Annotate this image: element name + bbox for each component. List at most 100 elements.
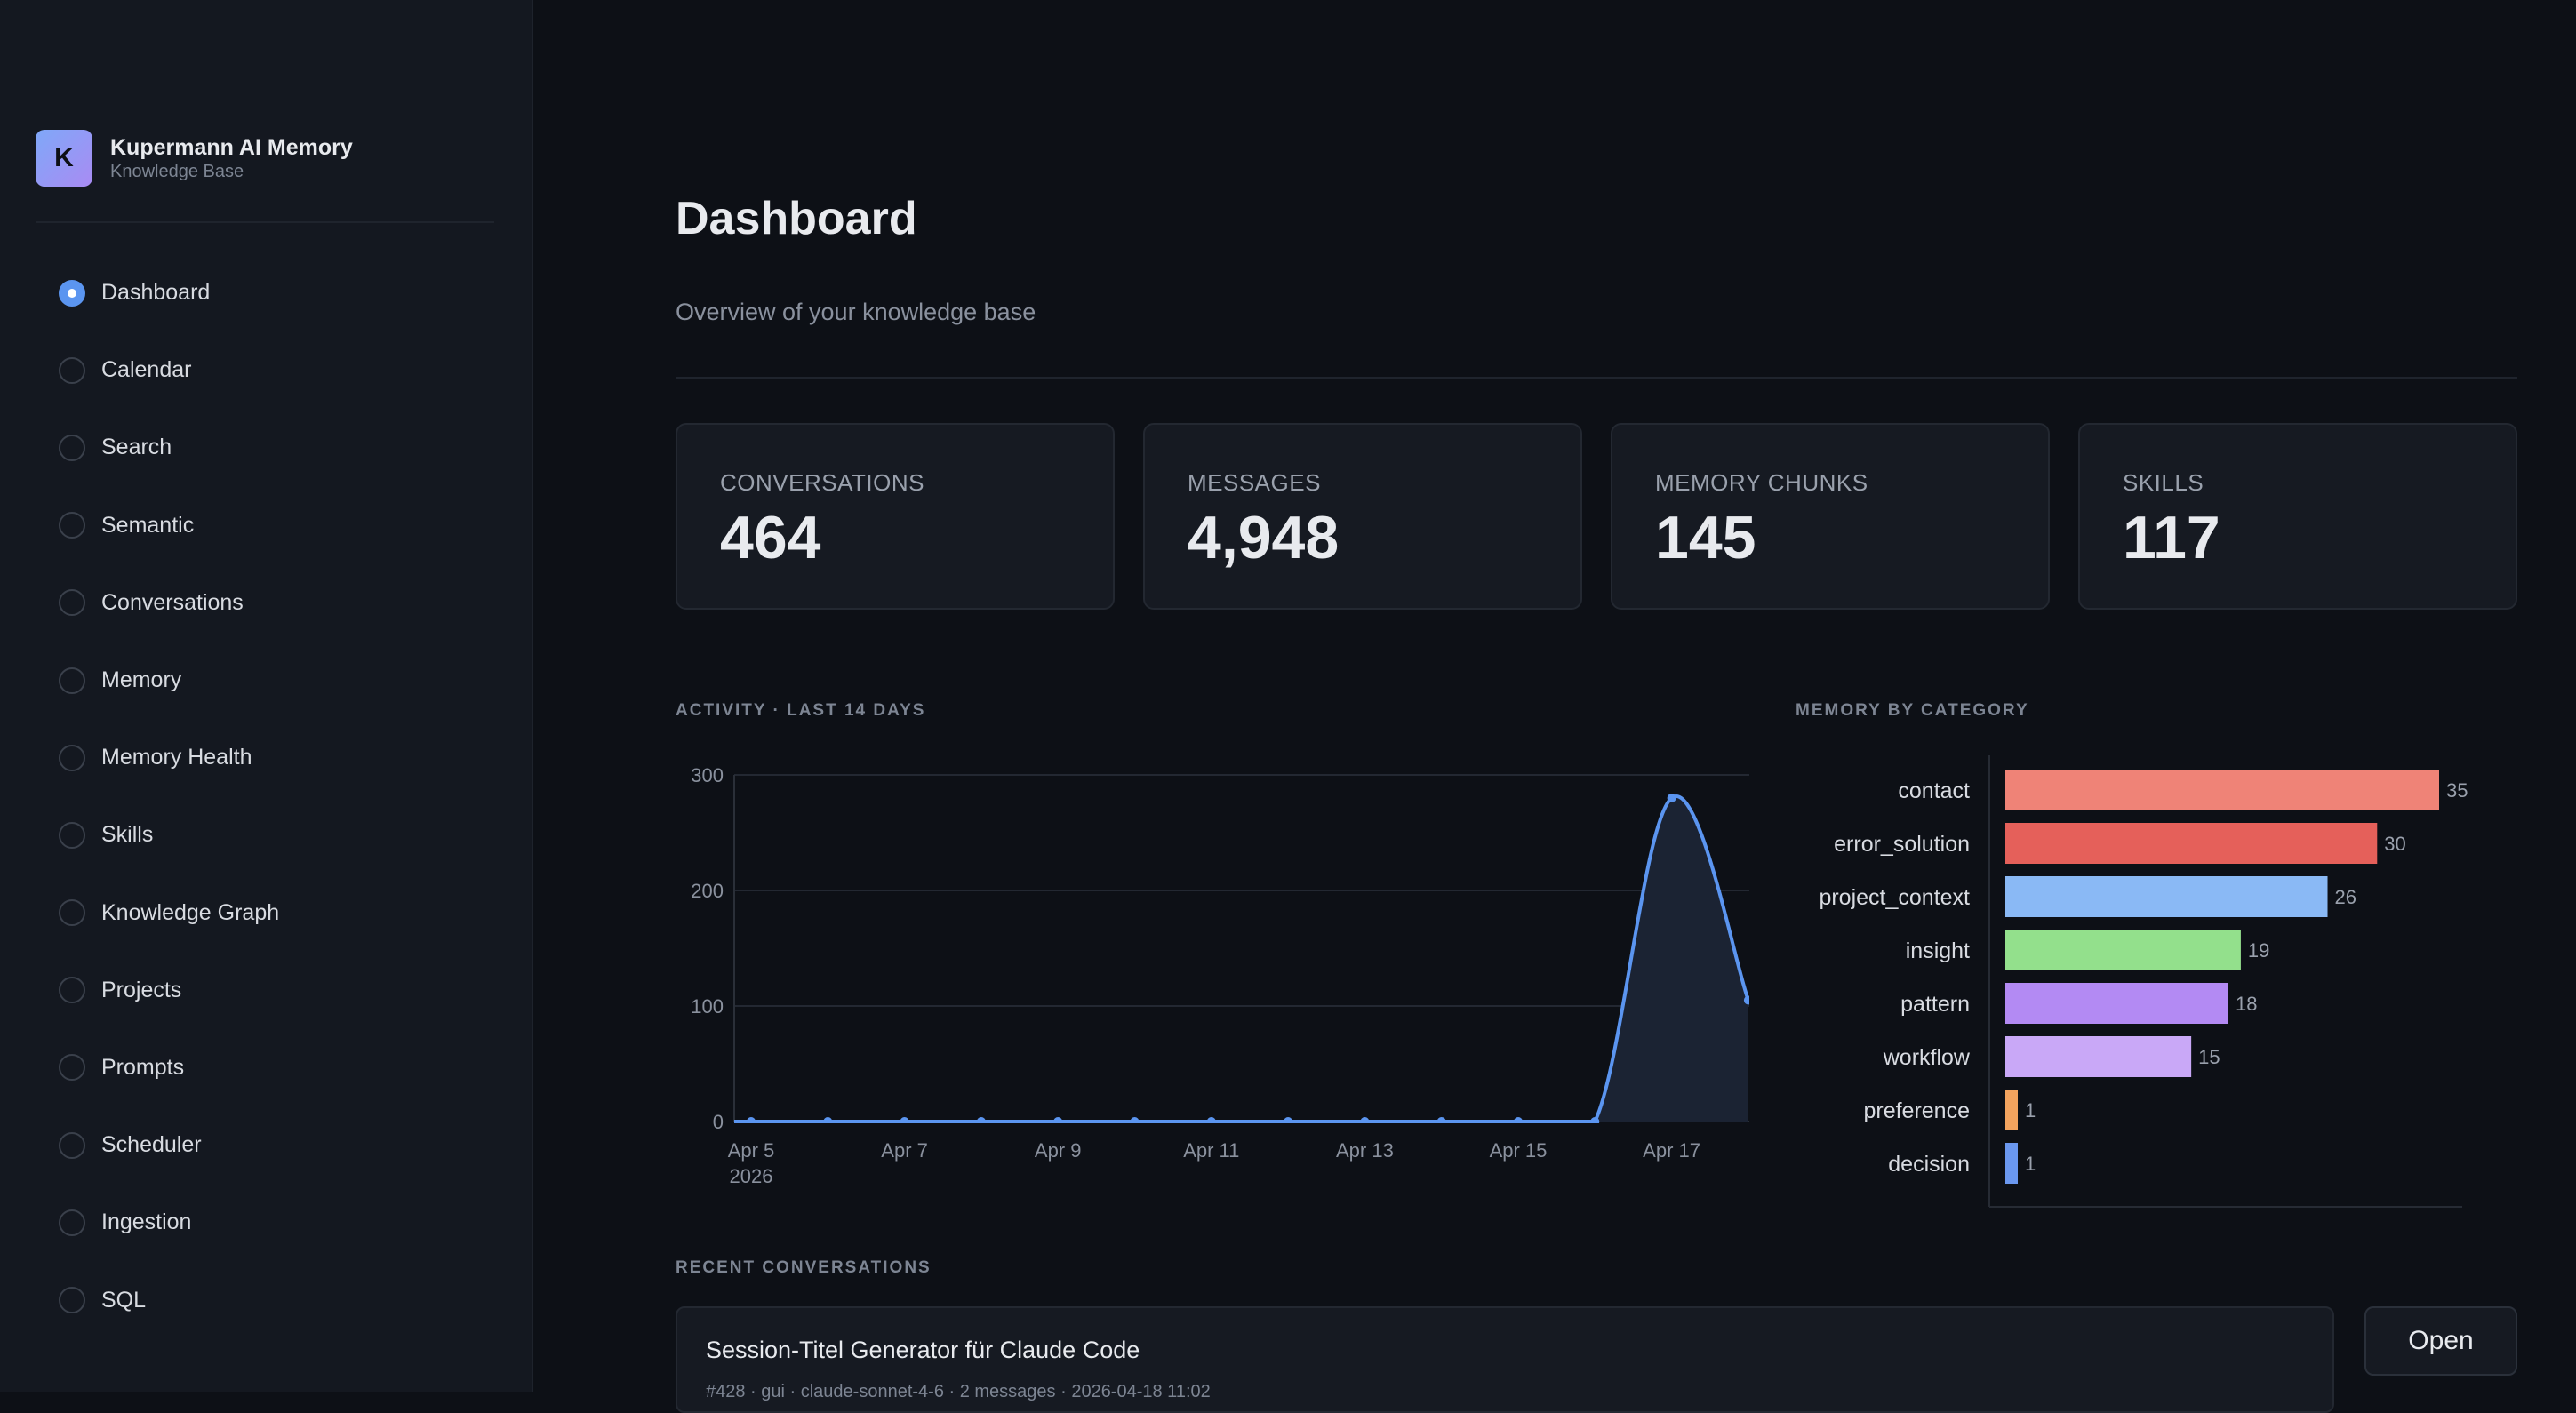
- activity-point: [670, 1117, 679, 1126]
- category-label: workflow: [1883, 1045, 1971, 1070]
- bar-value-label: 1: [2025, 1099, 2036, 1122]
- x-tick-label: Apr 15: [1490, 1139, 1548, 1162]
- stat-value: 464: [720, 504, 821, 571]
- radio-dot-icon: [59, 434, 85, 461]
- stat-card-messages: MESSAGES 4,948: [1143, 423, 1582, 610]
- x-tick-year: 2026: [730, 1165, 773, 1187]
- bar-value-label: 30: [2384, 833, 2405, 855]
- main-content: Dashboard Overview of your knowledge bas…: [676, 0, 2517, 1413]
- activity-point: [900, 1117, 909, 1123]
- conversation-title: Session-Titel Generator für Claude Code: [706, 1337, 1140, 1363]
- sidebar-item-knowledge-graph[interactable]: Knowledge Graph: [36, 874, 494, 952]
- bar-value-label: 15: [2198, 1046, 2220, 1068]
- stat-label: MESSAGES: [1188, 469, 1321, 496]
- radio-dot-icon: [59, 899, 85, 927]
- activity-point: [1360, 1117, 1370, 1123]
- y-tick-label: 300: [691, 764, 724, 786]
- open-conversation-button[interactable]: Open: [2364, 1306, 2517, 1376]
- category-label: project_context: [1819, 885, 1970, 910]
- memory-category-section-title: MEMORY BY CATEGORY: [1796, 701, 2029, 720]
- category-label: decision: [1888, 1152, 1970, 1177]
- conversation-row[interactable]: Session-Titel Generator für Claude Code …: [676, 1306, 2334, 1413]
- memory-category-chart: contact 35 error_solution 30 project_context…: [1819, 755, 2468, 1208]
- sidebar: K Kupermann AI Memory Knowledge Base Das…: [0, 0, 533, 1392]
- category-bar: [2005, 770, 2439, 810]
- sidebar-item-label: Ingestion: [101, 1209, 192, 1235]
- sidebar-item-search[interactable]: Search: [36, 409, 494, 486]
- activity-series: [670, 794, 1749, 1126]
- category-bar: [2005, 930, 2241, 970]
- category-label: contact: [1898, 778, 1970, 803]
- category-bar: [2005, 823, 2378, 864]
- sidebar-item-label: Scheduler: [101, 1132, 202, 1158]
- radio-dot-icon: [59, 821, 85, 849]
- sidebar-item-label: Memory: [101, 667, 182, 693]
- radio-dot-icon: [59, 1054, 85, 1082]
- sidebar-item-label: Search: [101, 435, 172, 460]
- activity-point: [1667, 794, 1676, 802]
- activity-point: [1590, 1117, 1600, 1123]
- y-tick-label: 100: [691, 995, 724, 1018]
- activity-point: [976, 1117, 986, 1123]
- sidebar-item-label: Projects: [101, 977, 182, 1002]
- radio-dot-icon: [59, 589, 85, 617]
- brand-name: Kupermann AI Memory: [110, 135, 353, 160]
- bar-value-label: 1: [2025, 1153, 2036, 1175]
- sidebar-item-label: Semantic: [101, 512, 195, 538]
- stat-card-conversations: CONVERSATIONS 464: [676, 423, 1115, 610]
- activity-section-title: ACTIVITY · LAST 14 DAYS: [676, 701, 926, 720]
- sidebar-item-label: Conversations: [101, 589, 244, 615]
- brand-text: Kupermann AI Memory Knowledge Base: [110, 134, 353, 182]
- activity-point: [1743, 995, 1749, 1005]
- radio-dot-icon: [59, 744, 85, 771]
- radio-dot-icon: [59, 512, 85, 539]
- radio-dot-icon: [59, 1209, 85, 1236]
- sidebar-item-conversations[interactable]: Conversations: [36, 564, 494, 642]
- sidebar-item-memory-health[interactable]: Memory Health: [36, 719, 494, 796]
- stat-label: SKILLS: [2123, 469, 2204, 496]
- radio-dot-icon: [59, 279, 85, 307]
- category-label: preference: [1863, 1098, 1970, 1123]
- sidebar-divider: [36, 221, 494, 223]
- sidebar-item-ingestion[interactable]: Ingestion: [36, 1184, 494, 1261]
- radio-dot-icon: [59, 1131, 85, 1159]
- sidebar-item-skills[interactable]: Skills: [36, 796, 494, 874]
- bar-value-label: 26: [2335, 886, 2356, 908]
- stat-label: CONVERSATIONS: [720, 469, 924, 496]
- x-tick-label: Apr 13: [1336, 1139, 1394, 1162]
- sidebar-item-memory[interactable]: Memory: [36, 642, 494, 719]
- page-subtitle: Overview of your knowledge base: [676, 299, 1036, 325]
- x-tick-label: Apr 9: [1035, 1139, 1082, 1162]
- category-label: error_solution: [1834, 832, 1970, 857]
- bar-value-label: 35: [2446, 779, 2468, 802]
- sidebar-item-calendar[interactable]: Calendar: [36, 331, 494, 409]
- category-bar: [2005, 1090, 2018, 1130]
- category-bar: [2005, 1036, 2192, 1077]
- stat-value: 145: [1655, 504, 1756, 571]
- x-tick-label: Apr 7: [881, 1139, 928, 1162]
- category-label: insight: [1906, 938, 1970, 963]
- sidebar-item-sql[interactable]: SQL: [36, 1261, 494, 1338]
- sidebar-item-prompts[interactable]: Prompts: [36, 1029, 494, 1106]
- activity-chart: 0 100 200 300 Apr 5 Apr 7 Apr 9 Apr 11 Apr 13 Apr…: [691, 764, 1749, 1187]
- sidebar-item-label: Knowledge Graph: [101, 899, 280, 925]
- bar-value-label: 19: [2248, 939, 2269, 962]
- category-bar: [2005, 983, 2228, 1024]
- stat-value: 4,948: [1188, 504, 1340, 571]
- sidebar-nav: Dashboard Calendar Search Semantic Conversat…: [36, 254, 494, 1339]
- y-tick-label: 200: [691, 880, 724, 902]
- brand-logo: K: [36, 130, 92, 187]
- sidebar-item-label: SQL: [101, 1287, 147, 1313]
- brand[interactable]: K Kupermann AI Memory Knowledge Base: [36, 130, 353, 187]
- stat-card-skills: SKILLS 117: [2078, 423, 2517, 610]
- sidebar-item-dashboard[interactable]: Dashboard: [36, 254, 494, 331]
- sidebar-item-semantic[interactable]: Semantic: [36, 487, 494, 564]
- brand-subtitle: Knowledge Base: [110, 162, 244, 181]
- header-divider: [676, 377, 2517, 379]
- sidebar-item-label: Skills: [101, 822, 154, 848]
- bar-value-label: 18: [2236, 993, 2257, 1015]
- activity-point: [1206, 1117, 1216, 1123]
- sidebar-item-projects[interactable]: Projects: [36, 952, 494, 1029]
- activity-point: [1284, 1117, 1293, 1123]
- sidebar-item-scheduler[interactable]: Scheduler: [36, 1106, 494, 1184]
